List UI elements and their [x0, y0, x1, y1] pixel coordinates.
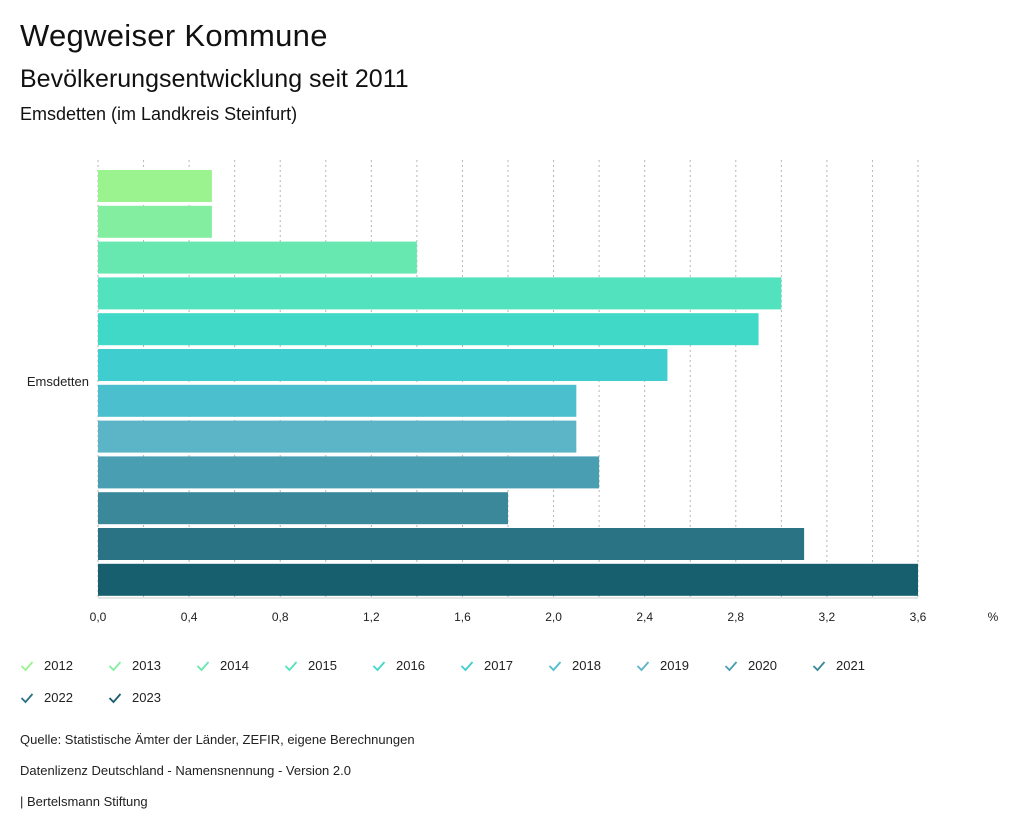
legend-label: 2012 [44, 658, 73, 673]
bar-2020 [98, 456, 600, 489]
bar-2016 [98, 313, 759, 346]
legend-label: 2014 [220, 658, 249, 673]
check-icon [372, 660, 386, 671]
legend-item-2013[interactable]: 2013 [108, 658, 161, 673]
legend-item-2019[interactable]: 2019 [636, 658, 689, 673]
x-tick-label: 2,0 [545, 610, 562, 624]
legend-label: 2021 [836, 658, 865, 673]
check-icon [108, 660, 122, 671]
x-tick-label: 1,2 [363, 610, 380, 624]
check-icon [20, 660, 34, 671]
x-unit-label: % [988, 610, 999, 624]
legend-item-2022[interactable]: 2022 [20, 690, 73, 705]
bar-2021 [98, 492, 508, 525]
chart-subtitle: Bevölkerungsentwicklung seit 2011 [20, 65, 409, 93]
legend-item-2020[interactable]: 2020 [724, 658, 777, 673]
bar-2018 [98, 384, 577, 417]
check-icon [196, 660, 210, 671]
bar-2017 [98, 349, 668, 381]
check-icon [548, 660, 562, 671]
legend-item-2021[interactable]: 2021 [812, 658, 865, 673]
x-tick-label: 0,8 [272, 610, 289, 624]
legend-label: 2017 [484, 658, 513, 673]
legend-item-2018[interactable]: 2018 [548, 658, 601, 673]
publisher-note: | Bertelsmann Stiftung [20, 794, 148, 809]
x-tick-label: 0,4 [181, 610, 198, 624]
check-icon [460, 660, 474, 671]
bar-chart: Emsdetten 0,0 0,4 0,8 1,2 1,6 2,0 2,4 2,8 3,2 3,6% [27, 160, 999, 624]
bar-2022 [98, 528, 805, 560]
legend-item-2016[interactable]: 2016 [372, 658, 425, 673]
legend-label: 2015 [308, 658, 337, 673]
check-icon [636, 660, 650, 671]
bar-2023 [98, 563, 918, 596]
page-title: Wegweiser Kommune [20, 18, 328, 53]
legend-label: 2018 [572, 658, 601, 673]
bar-2015 [98, 277, 782, 310]
legend-item-2014[interactable]: 2014 [196, 658, 249, 673]
legend-label: 2022 [44, 690, 73, 705]
source-note: Quelle: Statistische Ämter der Länder, Z… [20, 732, 415, 747]
check-icon [812, 660, 826, 671]
check-icon [20, 692, 34, 703]
bar-2019 [98, 420, 577, 453]
bar-2014 [98, 241, 417, 274]
legend-label: 2013 [132, 658, 161, 673]
bar-2012 [98, 170, 212, 202]
legend-item-2012[interactable]: 2012 [20, 658, 73, 673]
x-tick-label: 0,0 [90, 610, 107, 624]
x-tick-label: 3,6 [910, 610, 927, 624]
legend-label: 2019 [660, 658, 689, 673]
region-label: Emsdetten (im Landkreis Steinfurt) [20, 104, 298, 124]
legend-item-2023[interactable]: 2023 [108, 690, 161, 705]
category-label: Emsdetten [27, 374, 89, 389]
legend-item-2017[interactable]: 2017 [460, 658, 513, 673]
x-tick-label: 1,6 [454, 610, 471, 624]
check-icon [724, 660, 738, 671]
x-tick-label: 3,2 [819, 610, 836, 624]
x-tick-label: 2,8 [727, 610, 744, 624]
license-note: Datenlizenz Deutschland - Namensnennung … [20, 763, 351, 778]
check-icon [284, 660, 298, 671]
legend-label: 2016 [396, 658, 425, 673]
x-tick-label: 2,4 [636, 610, 653, 624]
bar-2013 [98, 205, 212, 238]
legend-label: 2020 [748, 658, 777, 673]
legend-label: 2023 [132, 690, 161, 705]
legend-item-2015[interactable]: 2015 [284, 658, 337, 673]
check-icon [108, 692, 122, 703]
